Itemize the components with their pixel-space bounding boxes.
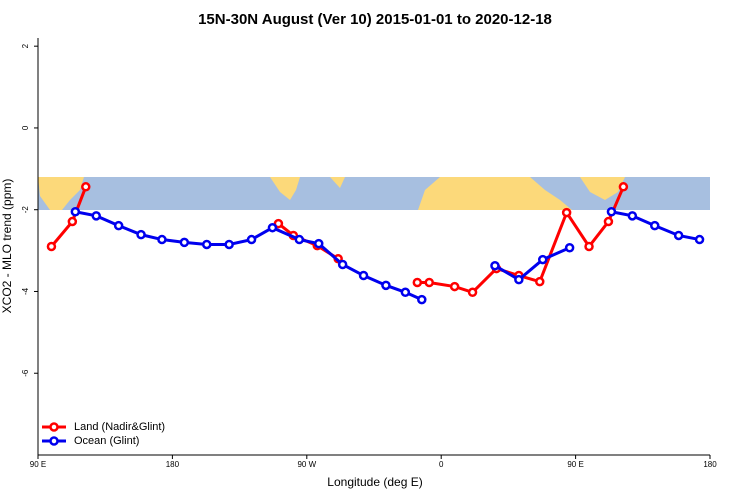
- x-tick-label: 90 W: [297, 460, 316, 469]
- point: [603, 216, 614, 227]
- point: [381, 280, 391, 291]
- point: [157, 234, 167, 245]
- point: [424, 277, 435, 288]
- point: [294, 234, 305, 245]
- point: [67, 216, 78, 227]
- x-tick-label: 90 E: [567, 460, 583, 469]
- point: [81, 182, 91, 192]
- point: [490, 260, 500, 271]
- y-axis-label: XCO2 - MLO trend (ppm): [0, 179, 14, 314]
- point: [467, 287, 478, 298]
- x-tick-label: 90 E: [30, 460, 46, 469]
- point: [273, 218, 284, 229]
- point: [412, 277, 423, 288]
- point: [337, 259, 348, 270]
- land-shape: [418, 177, 572, 210]
- y-tick-label: -2: [21, 206, 30, 214]
- point: [694, 234, 705, 245]
- point: [113, 220, 124, 231]
- point: [417, 294, 427, 305]
- point: [564, 242, 575, 253]
- point: [537, 254, 548, 265]
- legend-label: Land (Nadir&Glint): [74, 421, 165, 433]
- point: [267, 222, 278, 233]
- point: [46, 241, 57, 252]
- point: [514, 274, 524, 285]
- legend-marker: [49, 436, 59, 446]
- point: [224, 239, 234, 250]
- point: [618, 182, 629, 192]
- point: [584, 241, 594, 252]
- point: [179, 237, 190, 248]
- land-shape: [270, 177, 300, 200]
- land-shape: [580, 177, 625, 200]
- point: [649, 220, 660, 231]
- point: [673, 230, 684, 241]
- y-tick-label: -4: [21, 287, 30, 295]
- point: [70, 207, 81, 217]
- land-shape: [38, 177, 84, 210]
- x-tick-label: 0: [439, 460, 444, 469]
- point: [91, 211, 101, 221]
- point: [561, 207, 572, 218]
- point: [201, 239, 212, 250]
- x-tick-label: 180: [166, 460, 180, 469]
- point: [535, 276, 545, 287]
- point: [246, 234, 257, 245]
- x-axis-label: Longitude (deg E): [327, 475, 422, 489]
- legend-marker: [49, 422, 59, 432]
- legend-label: Ocean (Glint): [74, 435, 139, 447]
- point: [606, 207, 617, 217]
- y-tick-label: 2: [21, 43, 30, 48]
- point: [449, 281, 460, 292]
- x-tick-label: 180: [703, 460, 717, 469]
- point: [400, 287, 411, 298]
- point: [358, 270, 369, 281]
- map-strip: [38, 177, 710, 210]
- land-shape: [330, 177, 345, 188]
- point: [136, 229, 146, 240]
- point: [313, 238, 324, 249]
- y-tick-label: -6: [21, 369, 30, 377]
- chart-title: 15N-30N August (Ver 10) 2015-01-01 to 20…: [198, 11, 552, 28]
- point: [627, 211, 638, 221]
- y-tick-label: 0: [21, 125, 30, 130]
